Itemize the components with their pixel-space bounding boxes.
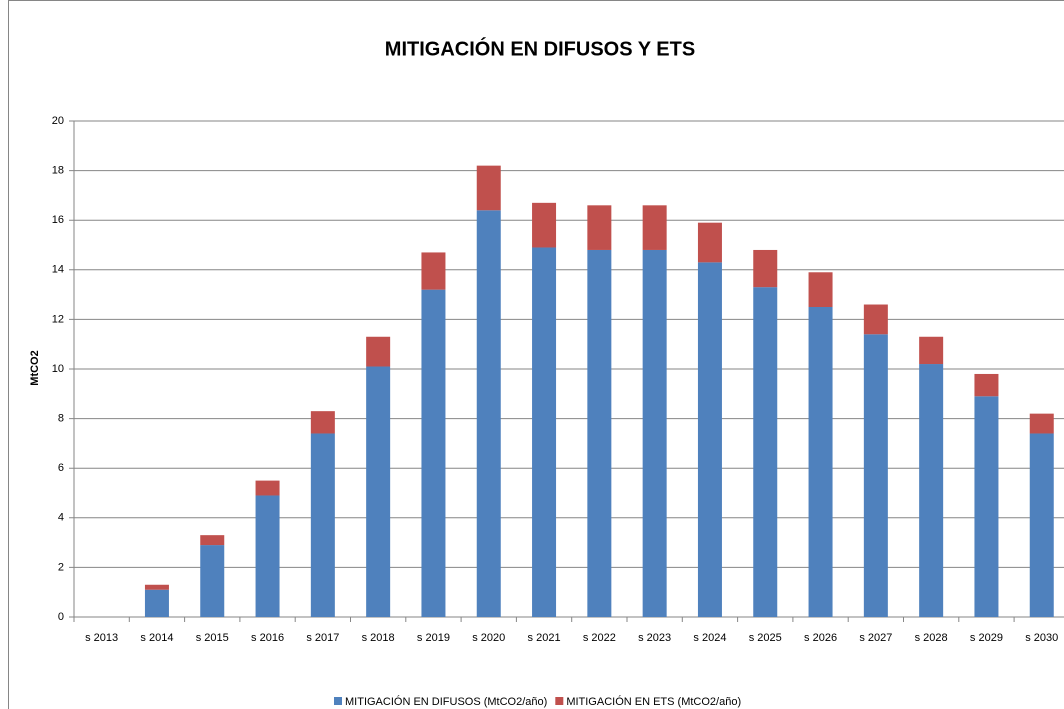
x-tick-label: s 2028 <box>915 632 948 644</box>
y-tick-label: 6 <box>58 462 64 474</box>
x-tick-label: s 2022 <box>583 632 616 644</box>
y-tick-label: 18 <box>52 165 64 177</box>
bar-segment <box>532 202 557 248</box>
bar-segment <box>753 249 778 288</box>
y-tick-label: 0 <box>58 611 64 623</box>
bar-segment <box>1029 413 1054 434</box>
x-tick-label: s 2026 <box>804 632 837 644</box>
y-tick-label: 16 <box>52 214 64 226</box>
bar-segment <box>753 287 778 617</box>
bar-segment <box>144 589 169 617</box>
legend-label: MITIGACIÓN EN ETS (MtCO2/año) <box>566 695 741 708</box>
x-tick-label: s 2029 <box>970 632 1003 644</box>
bar-segment <box>863 304 888 335</box>
bar-segment <box>476 165 501 211</box>
y-tick-label: 10 <box>52 363 64 375</box>
bar-segment <box>697 262 722 617</box>
bar-segment <box>421 252 446 290</box>
bar-segment <box>808 272 833 307</box>
bar-segment <box>808 307 833 617</box>
x-tick-label: s 2015 <box>196 632 229 644</box>
x-tick-label: s 2019 <box>417 632 450 644</box>
x-tick-label: s 2016 <box>251 632 284 644</box>
x-tick-label: s 2025 <box>749 632 782 644</box>
legend-label: MITIGACIÓN EN DIFUSOS (MtCO2/año) <box>345 695 547 708</box>
bar-segment <box>366 366 391 617</box>
x-tick-label: s 2018 <box>362 632 395 644</box>
x-tick-label: s 2021 <box>528 632 561 644</box>
bar-segment <box>200 545 225 617</box>
chart-frame <box>8 0 1064 709</box>
y-tick-label: 14 <box>52 264 64 276</box>
bar-segment <box>919 364 944 617</box>
bar-segment <box>255 495 280 617</box>
y-tick-label: 2 <box>58 561 64 573</box>
chart-title: MITIGACIÓN EN DIFUSOS Y ETS <box>385 36 695 60</box>
bar-segment <box>1029 433 1054 617</box>
bar-segment <box>421 289 446 617</box>
bar-segment <box>587 249 612 617</box>
y-axis-label: MtCO2 <box>29 350 41 385</box>
bar-segment <box>587 205 612 250</box>
x-tick-label: s 2017 <box>306 632 339 644</box>
y-tick-label: 8 <box>58 413 64 425</box>
bar-segment <box>255 480 280 496</box>
y-tick-label: 4 <box>58 512 64 524</box>
bar-segment <box>919 336 944 365</box>
legend-swatch <box>334 697 342 705</box>
bar-segment <box>974 373 999 397</box>
x-tick-label: s 2030 <box>1025 632 1058 644</box>
x-tick-label: s 2024 <box>693 632 726 644</box>
y-tick-label: 12 <box>52 313 64 325</box>
bar-segment <box>310 411 335 434</box>
x-tick-label: s 2027 <box>859 632 892 644</box>
bar-segment <box>144 584 169 590</box>
x-tick-label: s 2013 <box>85 632 118 644</box>
bar-segment <box>642 205 667 250</box>
x-tick-label: s 2014 <box>140 632 173 644</box>
bar-segment <box>366 336 391 367</box>
y-tick-label: 20 <box>52 115 64 127</box>
legend-swatch <box>555 697 564 705</box>
x-tick-label: s 2023 <box>638 632 671 644</box>
bar-segment <box>697 222 722 263</box>
bar-segment <box>974 396 999 617</box>
x-tick-label: s 2020 <box>472 632 505 644</box>
bar-segment <box>642 249 667 617</box>
bar-segment <box>200 535 225 546</box>
bar-segment <box>532 247 557 618</box>
bar-segment <box>863 334 888 617</box>
bar-segment <box>310 433 335 617</box>
bar-segment <box>476 210 501 617</box>
